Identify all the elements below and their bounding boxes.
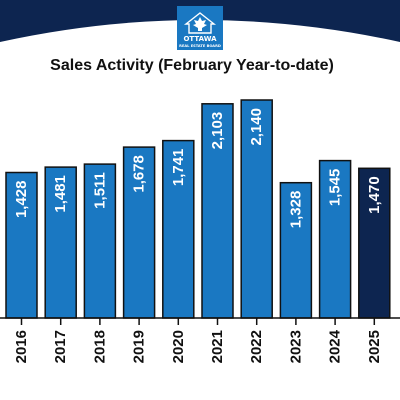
bar-2020 (162, 139, 195, 319)
bar-value-label-2024: 1,545 (327, 169, 344, 207)
x-ticks-group (20, 318, 376, 325)
x-tick-label-2022: 2022 (248, 330, 265, 363)
bar-2019 (122, 146, 156, 319)
bar-value-label-2022: 2,140 (248, 108, 265, 146)
bar-2021 (201, 103, 234, 319)
x-labels-group: 2016 2017 2018 2019 2020 2021 2022 2023 2024 2025 (13, 329, 383, 363)
bars-group: 1,428 1,481 1,511 1,678 1,741 2,103 2,140 1,328… (5, 99, 391, 319)
house-roof-shape (183, 12, 217, 34)
bar-2018 (83, 163, 117, 319)
bar-value-label-2023: 1,328 (287, 191, 304, 229)
bar-2023 (279, 181, 313, 319)
bar-value-label-2020: 1,741 (170, 149, 187, 187)
bar-value-label-2016: 1,428 (13, 181, 30, 219)
x-tick-label-2020: 2020 (170, 330, 187, 363)
chart-title: Sales Activity (February Year-to-date) (50, 57, 334, 74)
bar-value-label-2025: 1,470 (366, 176, 383, 214)
bar-2022 (240, 99, 273, 319)
logo-line-2: REAL ESTATE BOARD (179, 44, 221, 48)
bar-value-label-2018: 1,511 (91, 172, 108, 209)
logo-line-1: OTTAWA (183, 35, 217, 43)
x-tick-label-2018: 2018 (91, 330, 108, 363)
bar-2024 (318, 159, 352, 319)
x-tick-label-2025: 2025 (366, 330, 383, 363)
header-banner (0, 0, 400, 42)
x-tick-label-2024: 2024 (327, 329, 344, 363)
bar-value-label-2021: 2,103 (209, 112, 226, 150)
bar-value-label-2019: 1,678 (131, 155, 148, 193)
x-tick-label-2017: 2017 (52, 330, 69, 363)
x-tick-label-2016: 2016 (13, 330, 30, 363)
bar-2016 (5, 171, 38, 319)
maple-leaf-shape (193, 17, 207, 31)
bar-value-label-2017: 1,481 (52, 175, 69, 213)
x-tick-label-2021: 2021 (209, 330, 226, 363)
logo: OTTAWA REAL ESTATE BOARD (177, 6, 223, 50)
x-tick-label-2023: 2023 (287, 330, 304, 363)
maple-leaf-house-icon (183, 12, 217, 34)
bar-2025 (358, 167, 391, 319)
x-tick-label-2019: 2019 (131, 330, 148, 363)
